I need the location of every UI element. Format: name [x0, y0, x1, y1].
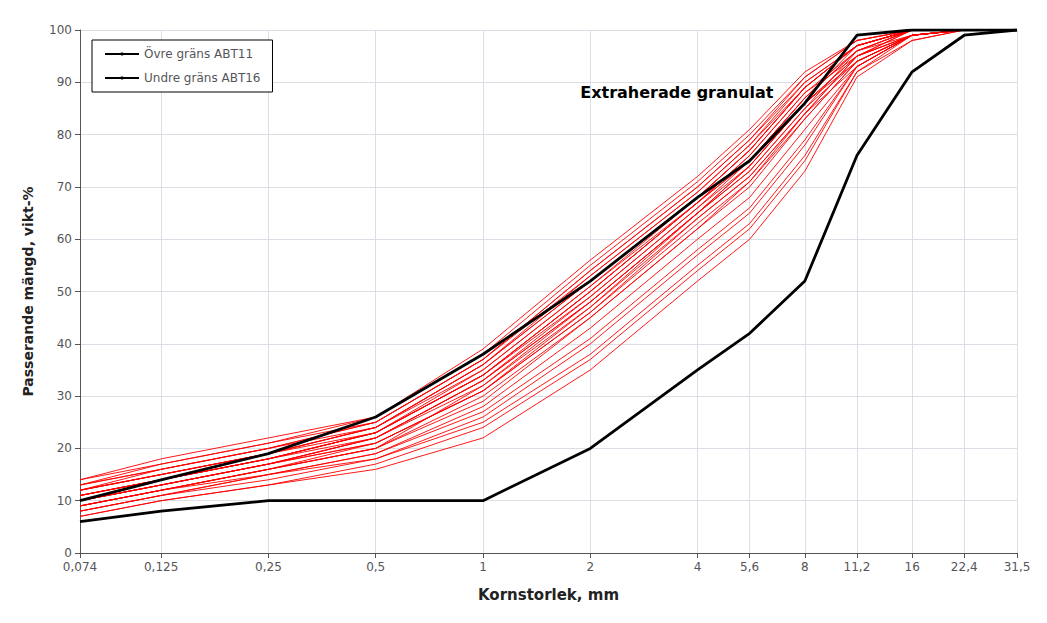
svg-text:60: 60	[57, 232, 72, 246]
svg-text:Passerande mängd, vikt-%: Passerande mängd, vikt-%	[20, 186, 36, 396]
svg-text:10: 10	[57, 494, 72, 508]
svg-text:5,6: 5,6	[740, 560, 759, 574]
svg-text:100: 100	[49, 23, 72, 37]
svg-text:Övre gräns ABT11: Övre gräns ABT11	[144, 45, 253, 61]
svg-text:0,25: 0,25	[255, 560, 282, 574]
svg-text:8: 8	[801, 560, 809, 574]
svg-text:70: 70	[57, 180, 72, 194]
svg-text:50: 50	[57, 285, 72, 299]
svg-text:4: 4	[694, 560, 702, 574]
svg-text:40: 40	[57, 337, 72, 351]
svg-text:31,5: 31,5	[1004, 560, 1031, 574]
svg-text:90: 90	[57, 75, 72, 89]
svg-text:0,125: 0,125	[144, 560, 178, 574]
svg-text:1: 1	[479, 560, 487, 574]
svg-text:22,4: 22,4	[951, 560, 978, 574]
svg-text:20: 20	[57, 441, 72, 455]
svg-text:16: 16	[905, 560, 920, 574]
svg-text:0,5: 0,5	[366, 560, 385, 574]
svg-text:Extraherade granulat: Extraherade granulat	[580, 83, 774, 102]
svg-text:0: 0	[64, 546, 72, 560]
svg-text:30: 30	[57, 389, 72, 403]
svg-text:0,074: 0,074	[63, 560, 97, 574]
svg-text:11,2: 11,2	[844, 560, 871, 574]
svg-text:Kornstorlek, mm: Kornstorlek, mm	[478, 586, 619, 604]
svg-text:2: 2	[586, 560, 594, 574]
svg-text:Undre gräns ABT16: Undre gräns ABT16	[144, 71, 261, 85]
svg-text:80: 80	[57, 128, 72, 142]
